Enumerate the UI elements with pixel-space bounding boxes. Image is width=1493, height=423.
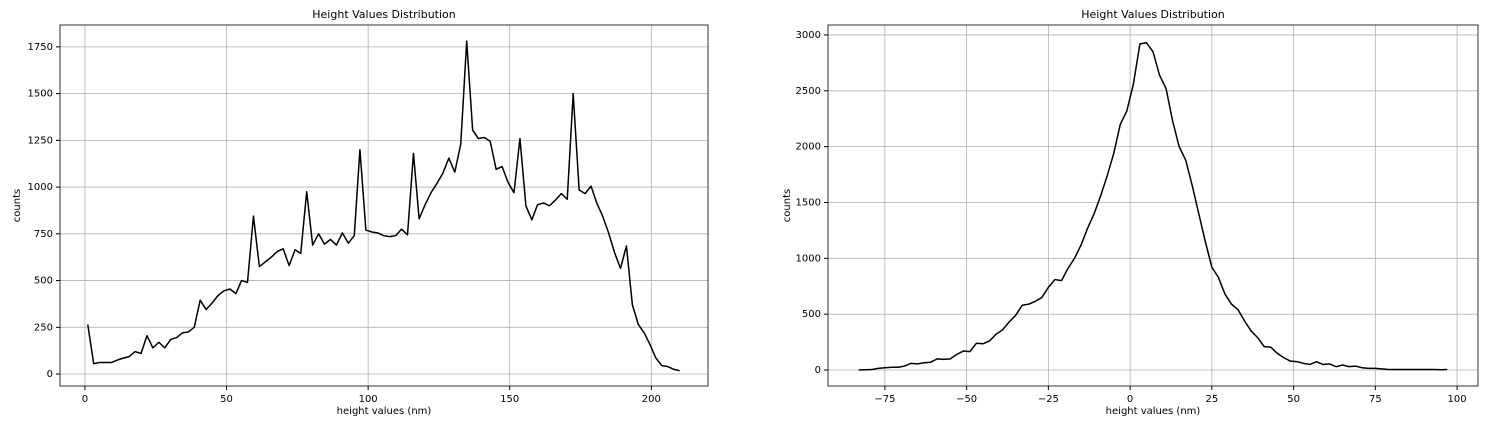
y-tick-label: 250 bbox=[34, 322, 53, 333]
data-line bbox=[858, 42, 1448, 371]
y-axis-label: counts bbox=[782, 189, 793, 222]
x-tick-label: 200 bbox=[642, 394, 661, 405]
y-tick-label: 500 bbox=[34, 276, 53, 287]
data-line bbox=[87, 40, 680, 372]
x-tick-label: 100 bbox=[359, 394, 378, 405]
y-tick-label: 1500 bbox=[28, 89, 53, 100]
x-tick-label: 0 bbox=[1127, 394, 1133, 405]
y-axis-label: counts bbox=[12, 189, 23, 222]
x-tick-label: 75 bbox=[1369, 394, 1382, 405]
y-tick-label: 1000 bbox=[796, 253, 821, 264]
y-tick-label: 2500 bbox=[796, 86, 821, 97]
x-tick-label: 0 bbox=[82, 394, 88, 405]
y-tick-label: 0 bbox=[47, 369, 53, 380]
chart-title: Height Values Distribution bbox=[312, 8, 455, 21]
chart-title: Height Values Distribution bbox=[1081, 8, 1224, 21]
y-tick-label: 0 bbox=[815, 365, 821, 376]
x-tick-label: 50 bbox=[1287, 394, 1300, 405]
x-axis-label: height values (nm) bbox=[337, 406, 432, 417]
x-tick-label: 50 bbox=[220, 394, 233, 405]
x-tick-label: −50 bbox=[956, 394, 977, 405]
y-tick-label: 3000 bbox=[796, 30, 821, 41]
x-tick-label: −75 bbox=[874, 394, 895, 405]
y-tick-label: 750 bbox=[34, 229, 53, 240]
y-tick-label: 1500 bbox=[796, 197, 821, 208]
y-tick-label: 500 bbox=[802, 309, 821, 320]
x-axis-label: height values (nm) bbox=[1106, 406, 1201, 417]
plot-frame bbox=[827, 24, 1479, 387]
x-tick-label: 25 bbox=[1205, 394, 1218, 405]
x-tick-label: −25 bbox=[1038, 394, 1059, 405]
y-tick-label: 2000 bbox=[796, 142, 821, 153]
x-tick-label: 150 bbox=[500, 394, 519, 405]
y-tick-label: 1250 bbox=[28, 135, 53, 146]
plot-frame bbox=[59, 24, 709, 387]
y-tick-label: 1000 bbox=[28, 182, 53, 193]
y-tick-label: 1750 bbox=[28, 42, 53, 53]
x-tick-label: 100 bbox=[1448, 394, 1467, 405]
